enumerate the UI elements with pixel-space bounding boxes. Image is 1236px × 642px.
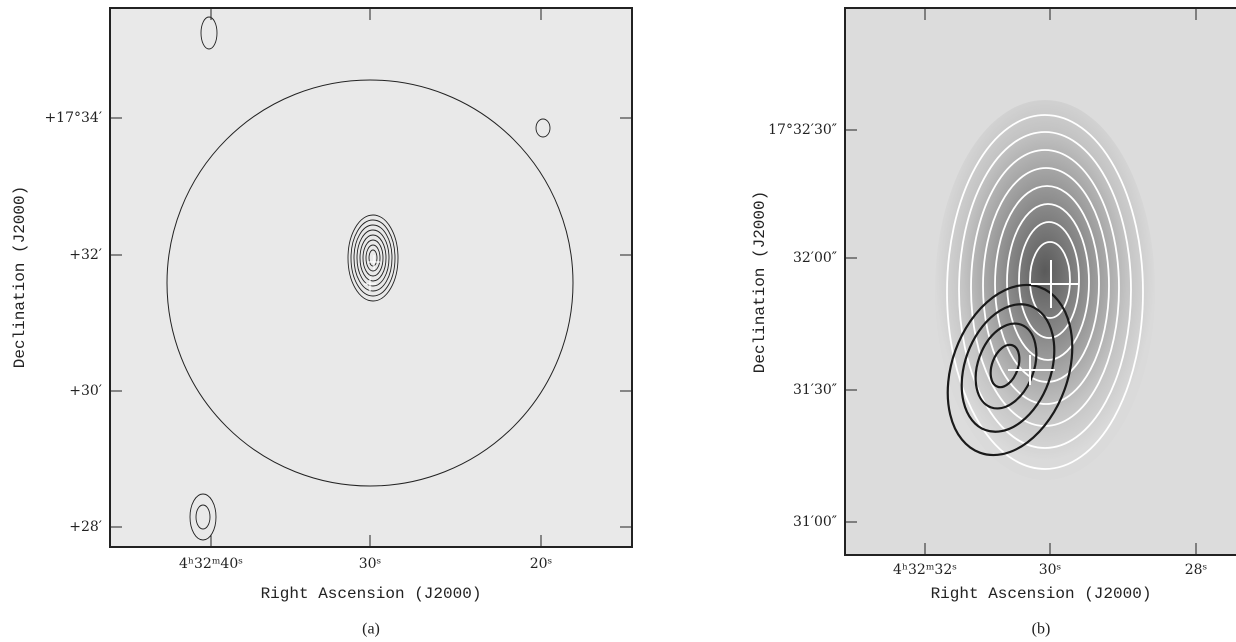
y-tick-label: 17°32′30″ — [768, 122, 837, 138]
x-tick-label: 20ˢ — [530, 556, 553, 572]
caption: (b) — [1032, 621, 1051, 638]
panel-b: 17°32′30″ 32′00″ 31′30″ 31′00″ 4ʰ32ᵐ32ˢ … — [751, 8, 1236, 638]
x-axis-title: Right Ascension (J2000) — [931, 585, 1152, 603]
x-tick-label: 4ʰ32ᵐ40ˢ — [179, 556, 243, 572]
x-tick-label: 28ˢ — [1185, 562, 1208, 578]
y-tick-label: 31′00″ — [793, 514, 837, 530]
panel-a: +17°34′ +32′ +30′ +28′ 4ʰ32ᵐ40ˢ 30ˢ 20ˢ … — [11, 8, 632, 638]
y-tick-label: 31′30″ — [793, 382, 837, 398]
x-tick-label: 30ˢ — [1039, 562, 1062, 578]
y-tick-label: +32′ — [69, 247, 102, 263]
y-axis-title: Declination (J2000) — [751, 191, 769, 373]
y-tick-label: +30′ — [69, 383, 102, 399]
figure: +17°34′ +32′ +30′ +28′ 4ʰ32ᵐ40ˢ 30ˢ 20ˢ … — [0, 0, 1236, 642]
y-tick-label: +17°34′ — [44, 110, 102, 126]
y-tick-label: 32′00″ — [793, 250, 837, 266]
plot-frame — [110, 8, 632, 547]
caption: (a) — [362, 621, 380, 638]
x-tick-label: 30ˢ — [359, 556, 382, 572]
y-tick-label: +28′ — [69, 519, 102, 535]
x-axis-title: Right Ascension (J2000) — [261, 585, 482, 603]
y-axis-title: Declination (J2000) — [11, 186, 29, 368]
x-tick-label: 4ʰ32ᵐ32ˢ — [893, 562, 957, 578]
